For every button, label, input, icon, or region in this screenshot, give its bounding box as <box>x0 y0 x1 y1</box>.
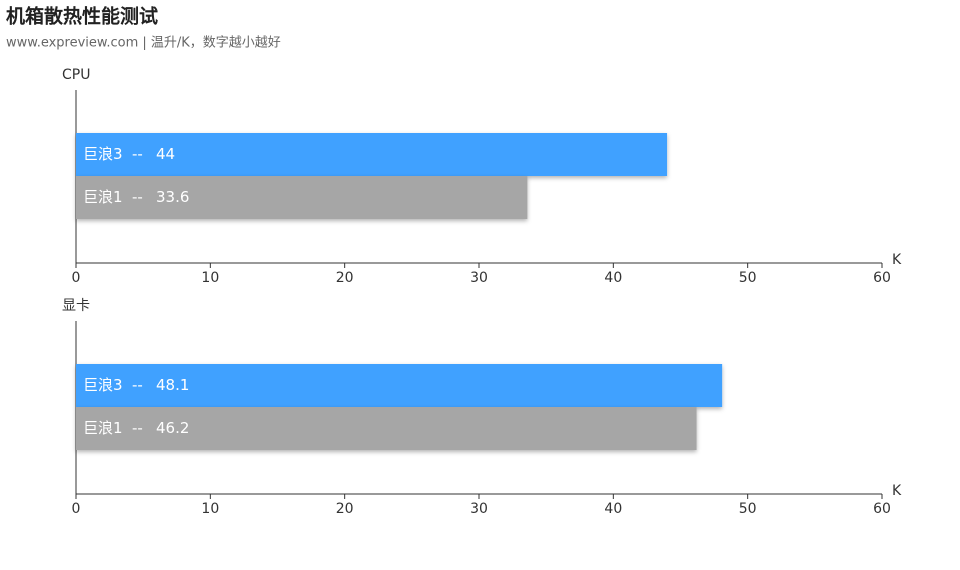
bar-value-label: 33.6 <box>156 188 189 206</box>
bar-separator: -- <box>132 419 143 437</box>
page-subtitle: www.expreview.com | 温升/K，数字越小越好 <box>6 36 281 51</box>
bar-separator: -- <box>132 188 143 206</box>
x-tick-label: 50 <box>739 501 757 517</box>
x-tick-label: 30 <box>470 501 488 517</box>
x-tick-label: 40 <box>604 270 622 286</box>
bar-series-label: 巨浪1 <box>83 419 123 437</box>
x-tick-label: 10 <box>201 270 219 286</box>
bar <box>76 407 697 450</box>
x-tick-label: 40 <box>604 501 622 517</box>
bar-value-label: 46.2 <box>156 419 189 437</box>
bar-series-label: 巨浪3 <box>83 145 123 163</box>
x-tick-label: 0 <box>72 270 81 286</box>
x-tick-label: 50 <box>739 270 757 286</box>
x-tick-label: 30 <box>470 270 488 286</box>
x-tick-label: 0 <box>72 501 81 517</box>
x-tick-label: 20 <box>336 501 354 517</box>
bar-series-label: 巨浪1 <box>83 188 123 206</box>
x-tick-label: 60 <box>873 501 891 517</box>
bar-value-label: 44 <box>156 145 175 163</box>
chart-title: 显卡 <box>62 298 90 314</box>
bar-series-label: 巨浪3 <box>83 376 123 394</box>
x-axis-label: K <box>892 483 902 499</box>
x-tick-label: 20 <box>336 270 354 286</box>
bar-separator: -- <box>132 376 143 394</box>
chart-title: CPU <box>62 67 90 83</box>
x-tick-label: 10 <box>201 501 219 517</box>
bar-separator: -- <box>132 145 143 163</box>
x-axis-label: K <box>892 252 902 268</box>
page-title: 机箱散热性能测试 <box>6 5 158 28</box>
bar <box>76 133 668 176</box>
bar <box>76 176 528 219</box>
bar <box>76 364 723 407</box>
bar-value-label: 48.1 <box>156 376 189 394</box>
x-tick-label: 60 <box>873 270 891 286</box>
